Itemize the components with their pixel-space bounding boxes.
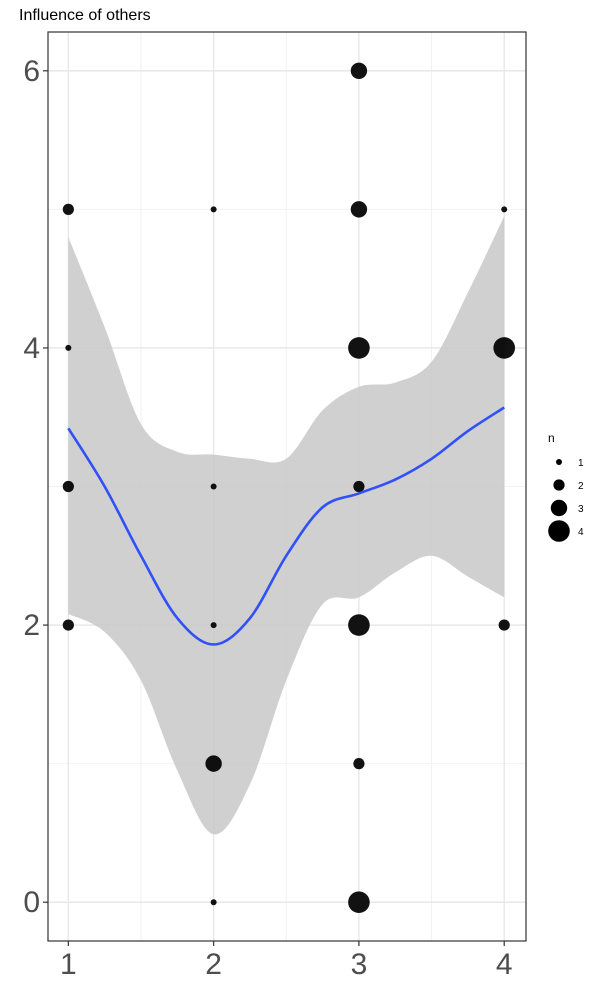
y-tick-label: 6: [23, 55, 40, 88]
points-layer: [62, 62, 516, 914]
y-tick-label: 0: [23, 886, 40, 919]
data-point: [210, 206, 217, 213]
y-tick-label: 2: [23, 609, 40, 642]
legend-key: [553, 479, 565, 491]
data-point: [498, 619, 510, 631]
data-point: [350, 201, 368, 218]
data-point: [353, 480, 365, 493]
data-point: [353, 758, 365, 770]
chart-title: Influence of others: [19, 7, 151, 24]
x-axis: 1 2 3 4: [60, 941, 513, 981]
legend-label: 1: [578, 458, 584, 469]
data-point: [348, 337, 370, 359]
legend-key: [548, 520, 570, 542]
legend-label: 3: [578, 504, 584, 515]
y-tick-label: 4: [23, 332, 40, 365]
legend-label: 2: [578, 481, 584, 492]
x-tick-label: 2: [205, 948, 222, 981]
data-point: [210, 899, 217, 906]
data-point: [348, 614, 370, 636]
data-point: [62, 619, 74, 631]
legend-key: [556, 459, 562, 465]
x-tick-label: 1: [60, 948, 77, 981]
smooth-line-layer: [67, 406, 505, 646]
y-axis: 0 2 4 6: [23, 55, 48, 919]
data-point: [62, 480, 74, 493]
confidence-band-layer: [68, 216, 505, 835]
data-point: [65, 344, 72, 351]
confidence-band: [68, 216, 505, 835]
legend-key: [550, 499, 568, 517]
legend-items: 1 2 3 4: [548, 458, 584, 542]
data-point: [350, 62, 368, 79]
data-point: [210, 622, 217, 629]
legend-title: n: [548, 431, 555, 445]
data-point: [493, 337, 516, 359]
data-point: [501, 206, 508, 213]
data-point: [62, 203, 74, 215]
legend: n 1 2 3 4: [548, 431, 584, 542]
x-tick-label: 3: [351, 948, 368, 981]
legend-label: 4: [578, 527, 584, 538]
data-point: [210, 483, 217, 490]
plot-border: [47, 31, 527, 942]
smooth-line: [67, 406, 505, 646]
data-point: [205, 755, 222, 772]
x-tick-label: 4: [496, 948, 513, 981]
data-point: [348, 891, 370, 914]
